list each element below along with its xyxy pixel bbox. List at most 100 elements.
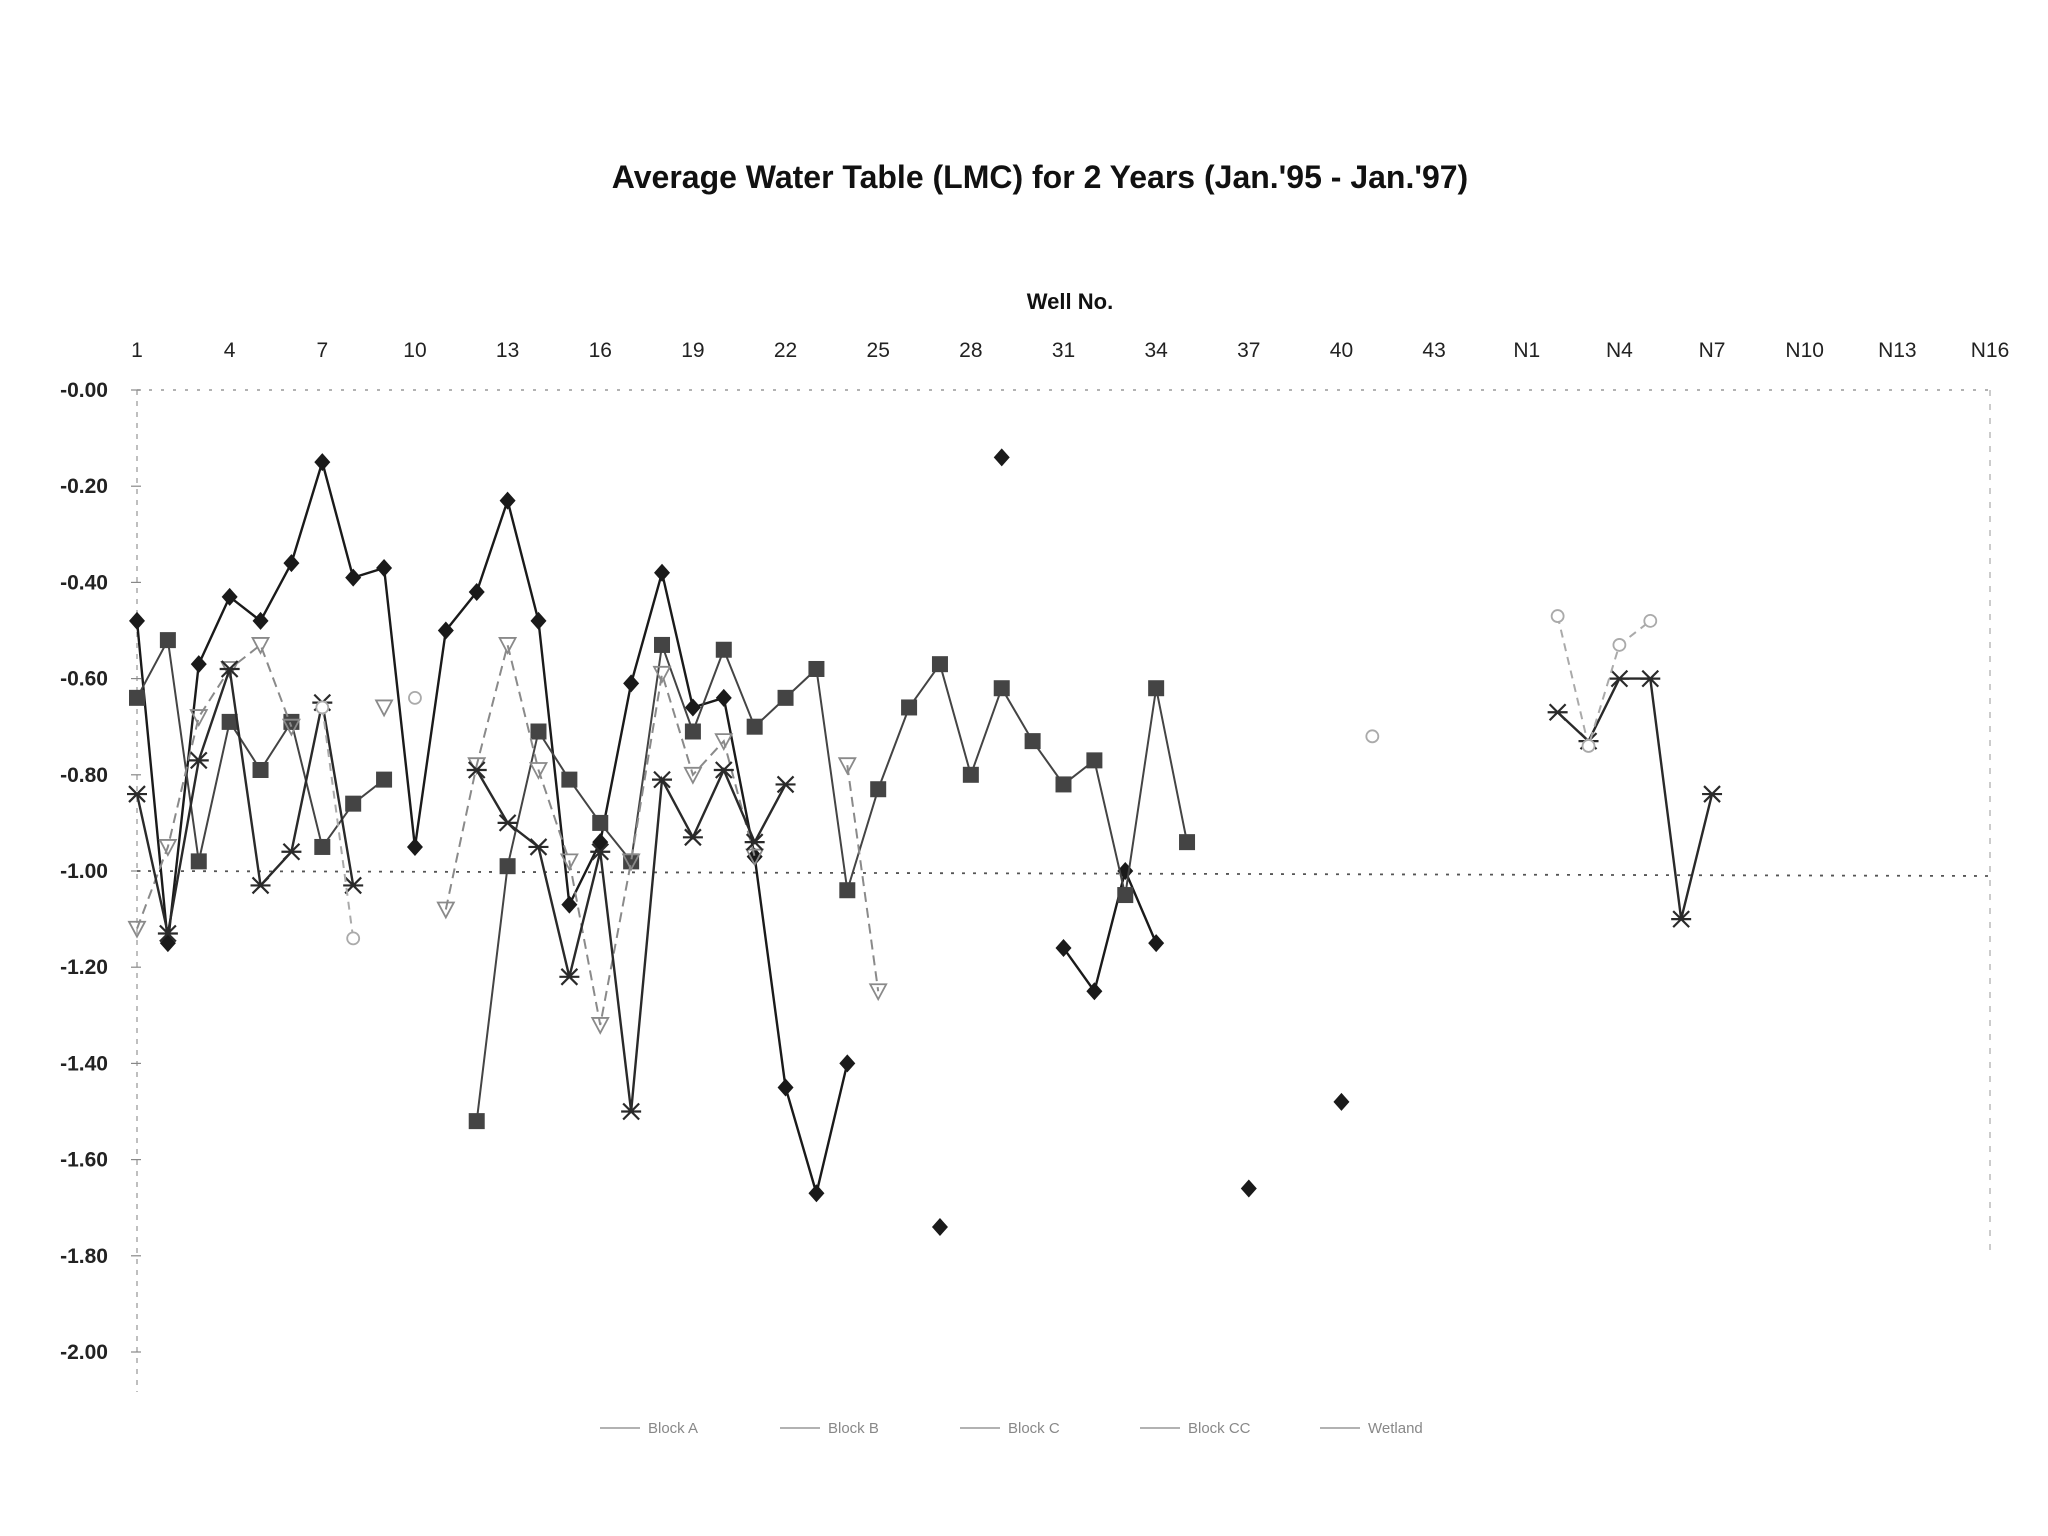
data-point — [314, 838, 331, 855]
y-axis: -0.00 -0.20 -0.40 -0.60 -0.80 -1.00 -1.20 -1.40… — [60, 379, 141, 1364]
data-point — [1333, 1092, 1350, 1111]
data-point — [1609, 669, 1630, 688]
legend: Block A Block B Block C Block CC Wetland — [600, 1420, 1423, 1437]
data-point — [1055, 938, 1072, 957]
y-tick-label: -2.00 — [60, 1341, 108, 1364]
data-point — [993, 448, 1010, 467]
series-line — [475, 767, 787, 1112]
x-tick-label: 28 — [959, 339, 982, 362]
y-tick-label: -1.80 — [60, 1245, 108, 1268]
x-axis-label: Well No. — [1027, 289, 1113, 314]
data-point — [1547, 703, 1568, 722]
data-point — [713, 761, 734, 779]
series-line — [475, 644, 1189, 1122]
data-point — [684, 723, 701, 740]
data-point — [592, 833, 609, 852]
data-point — [808, 1184, 825, 1203]
series-layer — [127, 448, 1723, 1236]
series-block-a — [129, 448, 1350, 1236]
data-point — [346, 931, 361, 946]
data-point — [283, 554, 300, 573]
data-point — [436, 901, 456, 920]
data-point — [1055, 776, 1072, 793]
series-wetland — [315, 609, 1658, 946]
series-block-cc — [127, 660, 1723, 1121]
data-point — [314, 453, 331, 472]
data-point — [1148, 934, 1165, 953]
series-line — [135, 668, 355, 934]
y-tick-label: -1.60 — [60, 1149, 108, 1172]
data-point — [499, 858, 516, 875]
data-point — [221, 713, 238, 730]
data-point — [1643, 613, 1658, 628]
x-tick-label: N16 — [1971, 339, 2010, 362]
legend-entry: Block A — [648, 1420, 698, 1437]
x-tick-label: 16 — [589, 339, 612, 362]
data-point — [437, 621, 454, 640]
series-line — [321, 707, 355, 939]
data-point — [158, 839, 178, 857]
data-point — [530, 611, 547, 630]
data-point — [190, 655, 207, 674]
data-point — [408, 690, 422, 705]
data-point — [744, 833, 765, 851]
x-tick-label: 37 — [1237, 339, 1260, 362]
data-point — [219, 660, 240, 678]
data-point — [281, 718, 301, 737]
x-tick-label: N10 — [1785, 339, 1824, 362]
data-point — [189, 709, 209, 727]
legend-entry: Block CC — [1188, 1420, 1251, 1437]
data-point — [250, 876, 271, 895]
x-tick-label: N4 — [1606, 339, 1633, 362]
x-tick-label: 43 — [1422, 339, 1445, 362]
data-point — [1612, 638, 1627, 652]
data-point — [190, 853, 207, 870]
series-line — [135, 457, 849, 1198]
x-tick-label: 22 — [774, 339, 797, 362]
y-tick-label: -1.00 — [60, 860, 108, 883]
data-point — [343, 876, 364, 895]
data-point — [839, 882, 856, 899]
data-point — [345, 568, 362, 587]
data-point — [406, 837, 423, 856]
series-line — [1556, 615, 1651, 750]
data-point — [530, 723, 547, 740]
data-point — [252, 761, 269, 778]
data-point — [1117, 887, 1134, 904]
x-tick-label: N13 — [1878, 339, 1917, 362]
x-tick-label: 34 — [1144, 339, 1168, 362]
data-point — [590, 1017, 610, 1035]
y-tick-label: -0.00 — [60, 379, 108, 402]
data-point — [127, 785, 147, 803]
series-line — [136, 643, 293, 930]
x-tick-label: 10 — [403, 339, 426, 362]
reference-line-dashed — [136, 870, 1991, 877]
legend-entry: Block B — [828, 1420, 879, 1437]
x-tick-label: 4 — [224, 339, 236, 362]
data-point — [714, 733, 734, 752]
data-point — [1179, 834, 1196, 851]
data-point — [498, 637, 518, 655]
data-point — [252, 611, 269, 630]
y-tick-label: -0.60 — [60, 668, 108, 691]
data-point — [1086, 752, 1103, 769]
reference-line — [136, 870, 1991, 877]
data-point — [621, 1102, 642, 1121]
data-point — [652, 770, 673, 789]
series-line — [846, 765, 880, 992]
x-tick-label: 7 — [316, 339, 328, 362]
data-point — [654, 636, 671, 653]
data-point — [466, 761, 487, 779]
data-point — [870, 781, 887, 798]
data-point — [775, 775, 796, 794]
data-point — [1640, 669, 1661, 688]
data-point — [621, 853, 641, 872]
data-point — [1550, 609, 1565, 623]
y-tick-label: -0.80 — [60, 764, 108, 787]
data-point — [1365, 729, 1380, 744]
legend-entry: Wetland — [1368, 1420, 1423, 1437]
x-tick-label: N7 — [1699, 339, 1726, 362]
data-point — [561, 895, 578, 914]
data-point — [962, 766, 979, 783]
